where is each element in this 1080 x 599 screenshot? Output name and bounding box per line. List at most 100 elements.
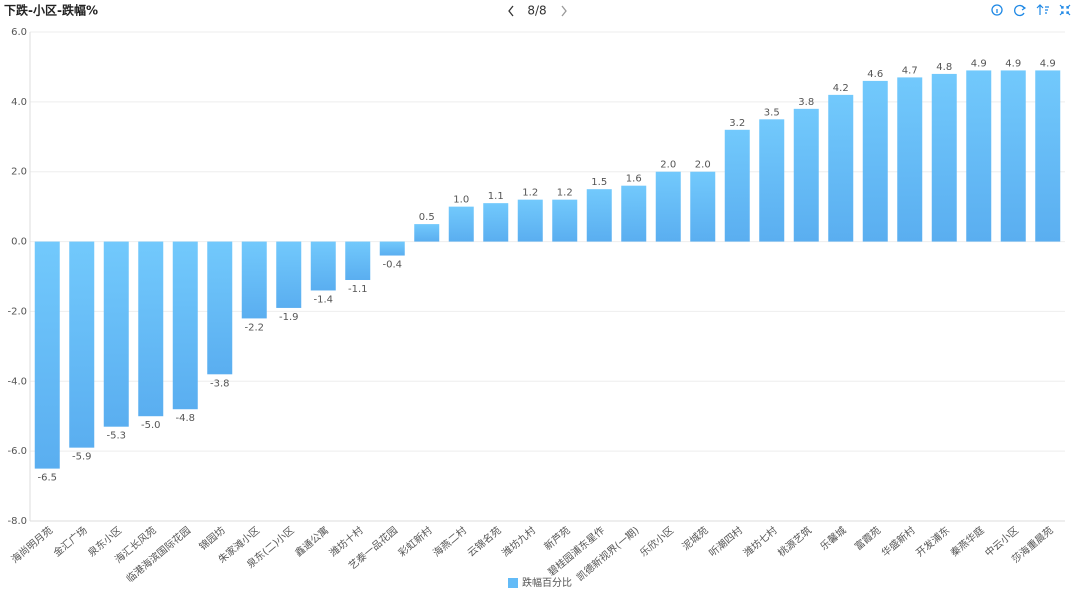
bar [828,94,854,242]
y-tick-label: 0.0 [11,237,27,248]
x-tick-label: 新芦苑 [541,524,572,553]
x-tick-label: 凯德新视界(一期) [574,524,642,584]
bar [862,80,888,242]
bar [207,241,233,375]
bar [931,73,957,242]
x-tick-label: 富霞苑 [852,524,883,553]
data-label: -5.9 [72,452,92,463]
chart-title: 下跌-小区-跌幅% [4,3,98,18]
legend-swatch [508,578,518,588]
data-label: 4.9 [1005,58,1021,69]
bar [552,199,578,242]
bar [241,241,267,319]
x-tick-label: 华盛新村 [879,524,918,560]
x-tick-label: 泥城苑 [679,524,710,553]
data-label: 0.5 [419,212,435,223]
bar [966,70,992,242]
bar [483,203,509,242]
data-label: 3.8 [798,97,814,108]
data-label: -2.2 [244,322,264,333]
x-tick-label: 锦园坊 [196,524,227,553]
data-label: 1.5 [591,177,607,188]
x-tick-label: 云锦名苑 [465,524,504,560]
data-label: -3.8 [210,378,230,389]
x-tick-label: 潍坊九村 [499,524,538,560]
next-page[interactable] [561,5,567,17]
data-label: 2.0 [695,160,711,171]
x-tick-label: 鑫通公寓 [292,524,331,560]
bar [586,189,612,242]
x-tick-label: 秦燕华庭 [948,524,987,560]
bar [310,241,336,291]
data-label: 3.2 [729,118,745,129]
refresh-icon[interactable] [1014,4,1027,17]
bar [69,241,95,448]
data-label: -5.0 [141,420,161,431]
x-tick-label: 海燕二村 [430,524,469,560]
data-label: -6.5 [37,473,57,484]
y-tick-label: 4.0 [11,97,27,108]
y-tick-label: -6.0 [7,446,27,457]
bar [621,185,647,242]
data-label: 4.8 [936,62,952,73]
data-label: -5.3 [106,431,126,442]
x-tick-label: 海尚明月苑 [8,524,55,566]
data-label: 1.1 [488,191,504,202]
x-tick-label: 乐馨城 [817,524,848,553]
bar [138,241,164,417]
data-label: 1.0 [453,195,469,206]
x-tick-label: 听潮四村 [706,524,745,560]
data-label: 1.2 [557,188,573,199]
bar [1035,70,1061,242]
sort-icon[interactable] [1036,4,1049,15]
x-tick-label: 碧桂园浦东星作 [545,524,607,579]
info-icon[interactable] [991,4,1003,16]
bar [276,241,302,308]
y-tick-label: -2.0 [7,306,27,317]
data-label: 4.6 [867,69,883,80]
data-label: -1.4 [313,294,333,305]
legend-label: 跌幅百分比 [522,576,572,589]
bar [448,206,474,242]
y-tick-label: 2.0 [11,167,27,178]
data-label: 2.0 [660,160,676,171]
bar [655,171,681,242]
data-label: 3.5 [764,107,780,118]
x-tick-label: 桃源艺筑 [775,524,814,560]
pager: 8/8 [527,4,546,18]
bar [1000,70,1026,242]
bar [103,241,129,427]
bar [759,119,785,242]
bar [690,171,716,242]
bar [517,199,543,242]
bar [414,224,440,242]
bar [793,108,819,242]
y-tick-label: -8.0 [7,516,27,527]
bar [724,129,750,242]
bar [345,241,371,280]
y-tick-label: 6.0 [11,27,27,38]
x-tick-label: 金汇广场 [51,524,90,560]
data-label: 4.7 [902,65,918,76]
prev-page[interactable] [508,5,514,17]
x-tick-label: 乐欣小区 [637,524,676,560]
x-tick-label: 彩虹新村 [396,524,435,560]
x-tick-label: 潍坊七村 [741,524,780,560]
data-label: -0.4 [382,260,402,271]
x-tick-label: 开发浦东 [913,524,952,560]
data-label: 4.2 [833,83,849,94]
fullscreen-icon[interactable] [1059,4,1071,16]
data-label: -1.1 [348,284,368,295]
bar [172,241,198,410]
data-label: -1.9 [279,312,299,323]
data-label: 1.2 [522,188,538,199]
data-label: 4.9 [971,58,987,69]
y-tick-label: -4.0 [7,376,27,387]
bar [897,77,923,242]
data-label: -4.8 [175,413,195,424]
bar [379,241,405,256]
data-label: 4.9 [1040,58,1056,69]
data-label: 1.6 [626,174,642,185]
bar [34,241,60,469]
